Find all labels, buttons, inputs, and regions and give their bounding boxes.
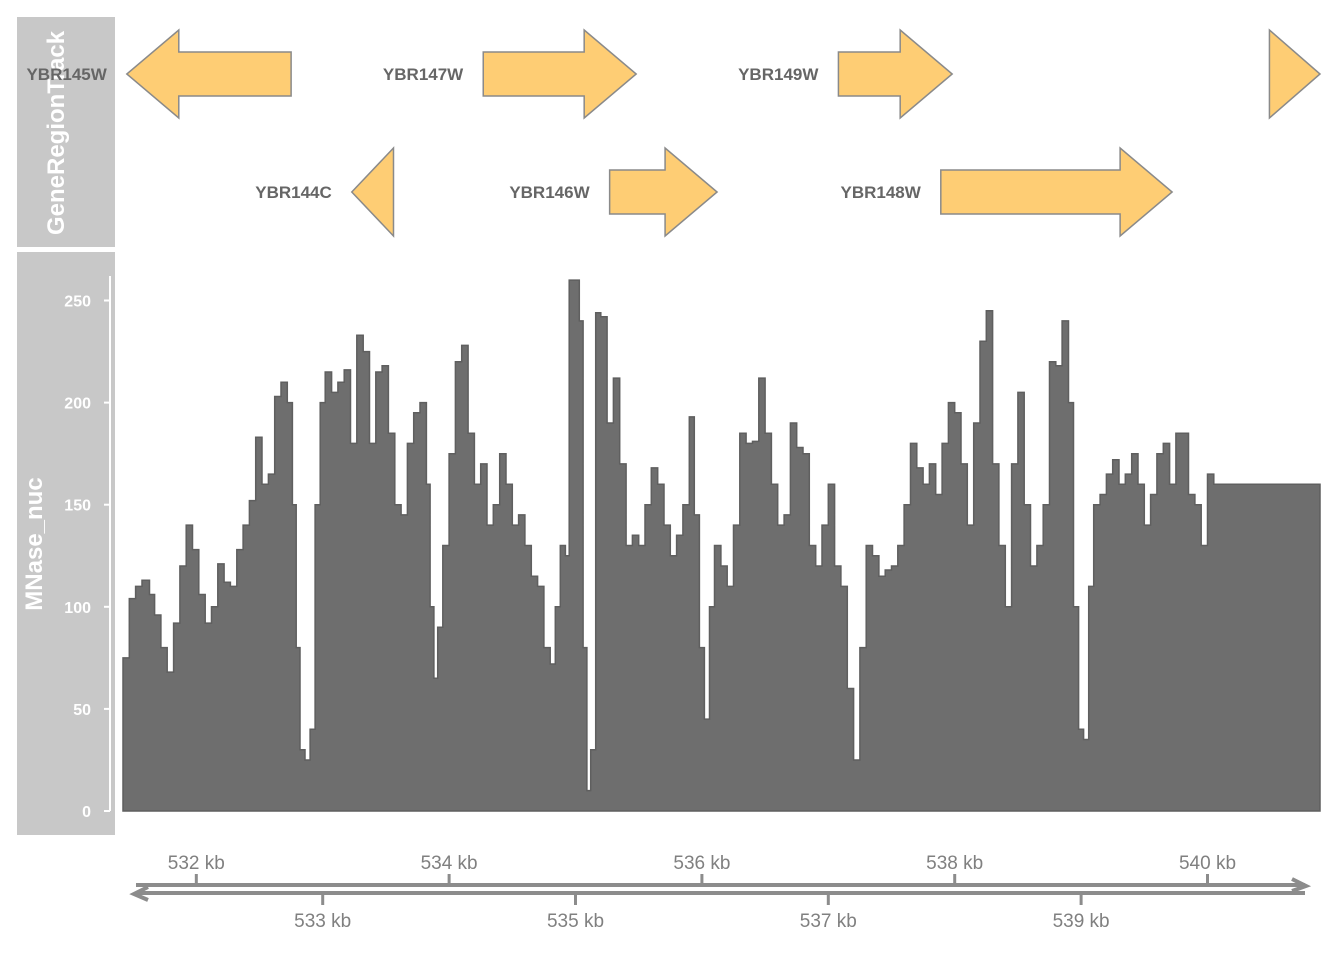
x-tick-label-top: 532 kb	[168, 853, 225, 874]
y-tick-label: 150	[64, 498, 91, 515]
gene-label-ybr145w: YBR145W	[26, 65, 107, 84]
gene-label-ybr149w: YBR149W	[738, 65, 819, 84]
gene-region-track: YBR145W YBR144C YBR146W YBR147W YBR148W YBR14…	[26, 28, 1322, 238]
genome-axis: 532 kb 534 kb 536 kb 538 kb 540 kb 533 kb 535 …	[129, 853, 1312, 932]
data-track-title: MNase_nuc	[21, 477, 48, 610]
gene-track-title-panel	[17, 17, 115, 247]
y-axis: 0 50 100 150 200 250	[64, 276, 111, 821]
x-tick-label-bottom: 533 kb	[294, 911, 351, 932]
gene-arrow-ybr145w	[125, 28, 292, 120]
gene-arrow-ybr149w	[837, 28, 954, 120]
x-tick-label-top: 534 kb	[421, 853, 478, 874]
y-tick-label: 250	[64, 294, 91, 311]
gene-label-ybr148w: YBR148W	[840, 183, 921, 202]
gene-label-ybr144c: YBR144C	[255, 183, 332, 202]
data-track-title-panel	[17, 252, 115, 835]
gene-arrow-ybr147w	[482, 28, 638, 120]
y-tick-label: 50	[73, 702, 91, 719]
genome-axis-arrow-right	[1291, 877, 1312, 893]
x-tick-label-top: 536 kb	[673, 853, 730, 874]
x-tick-label-bottom: 535 kb	[547, 911, 604, 932]
x-tick-label-bottom: 537 kb	[800, 911, 857, 932]
signal-area	[122, 279, 1321, 812]
data-track	[122, 279, 1321, 812]
gene-label-ybr147w: YBR147W	[383, 65, 464, 84]
y-tick-label: 0	[82, 804, 91, 821]
x-tick-label-top: 540 kb	[1179, 853, 1236, 874]
genome-axis-arrow-left	[129, 885, 149, 902]
y-tick-label: 200	[64, 396, 91, 413]
x-tick-label-bottom: 539 kb	[1053, 911, 1110, 932]
gene-arrow-unnamed-6	[1268, 28, 1322, 120]
gene-arrow-ybr144c	[350, 146, 395, 238]
gene-arrow-ybr146w	[608, 146, 719, 238]
y-tick-label: 100	[64, 600, 91, 617]
x-tick-label-top: 538 kb	[926, 853, 983, 874]
gene-label-ybr146w: YBR146W	[509, 183, 590, 202]
gene-arrow-ybr148w	[940, 146, 1174, 238]
gene-track-title: GeneRegionTrack	[43, 30, 70, 235]
